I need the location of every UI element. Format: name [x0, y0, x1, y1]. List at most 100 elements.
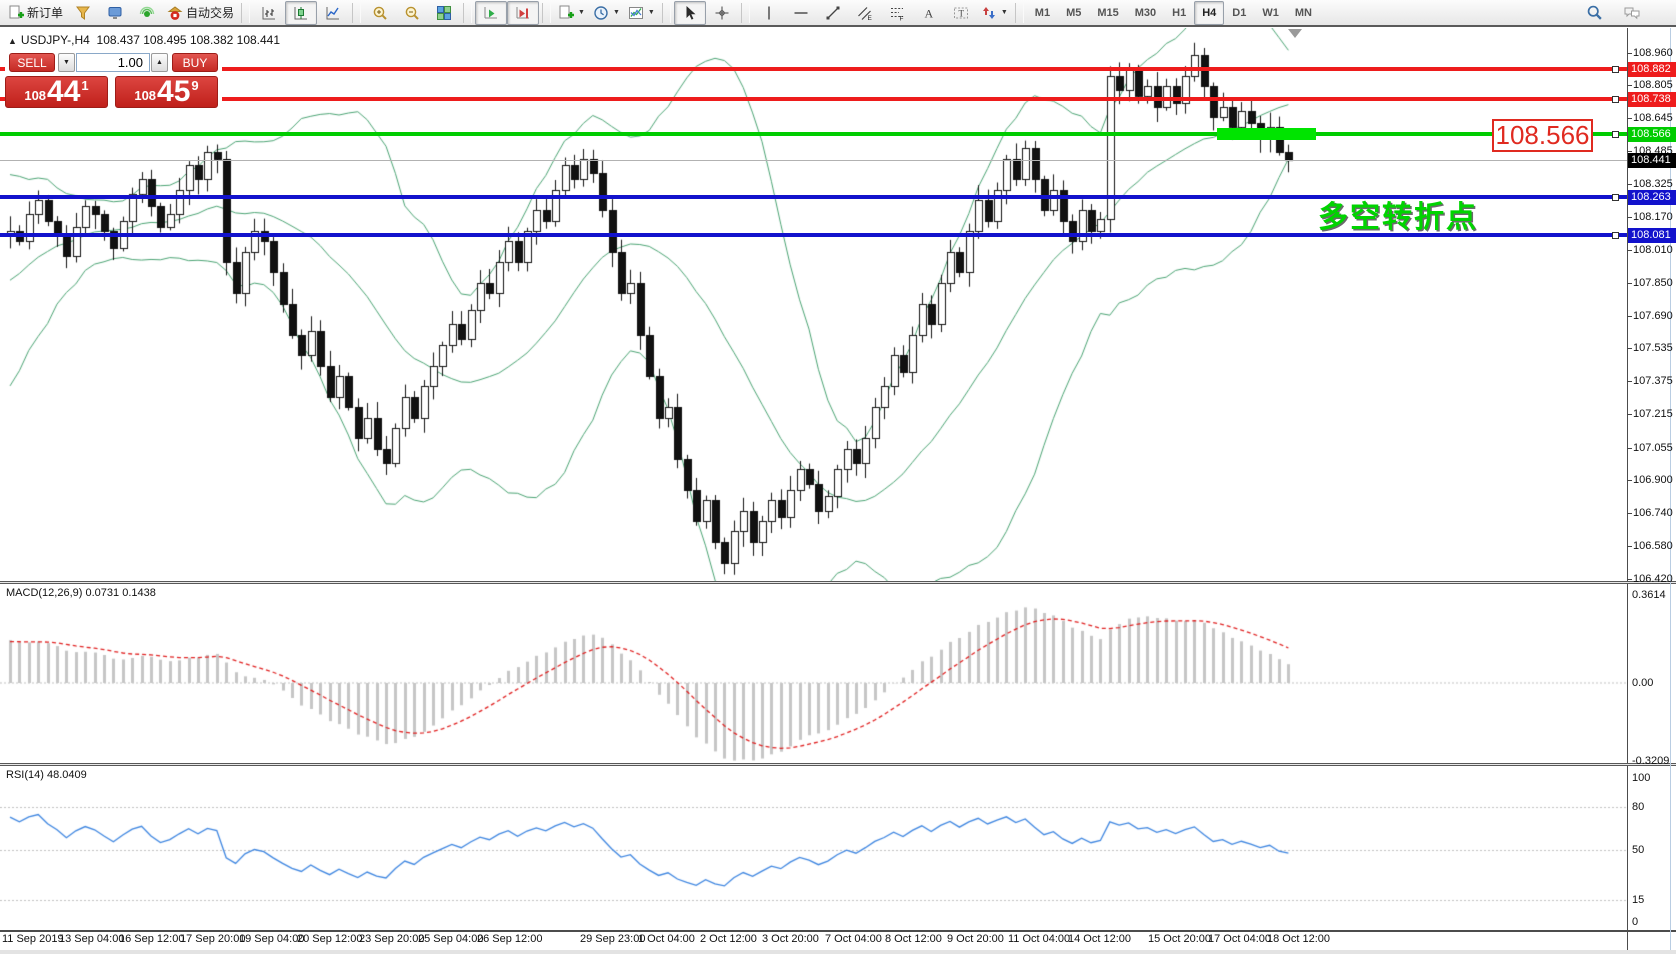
support-highlight-bar[interactable] — [1217, 128, 1316, 140]
chat-button[interactable] — [1616, 1, 1648, 25]
price-axis-tick — [1627, 52, 1632, 54]
main-chart-canvas[interactable] — [0, 28, 1627, 581]
auto-scroll-button[interactable] — [475, 0, 508, 25]
volume-decrease-button[interactable]: ▼ — [58, 53, 75, 72]
timeframe-button-m1[interactable]: M1 — [1034, 6, 1051, 19]
line-handle[interactable] — [1612, 231, 1619, 239]
buy-price-pip: 9 — [191, 78, 199, 93]
zoom-in-button[interactable] — [364, 1, 396, 25]
equidistant-channel-icon: E — [857, 6, 872, 21]
arrows-icon — [982, 6, 995, 19]
horizontal-line-108.882[interactable] — [0, 67, 1627, 72]
vertical-line-tool-button[interactable] — [753, 1, 785, 25]
timeframe-button-mn[interactable]: MN — [1294, 6, 1312, 19]
bar-chart-button[interactable] — [253, 1, 285, 25]
sell-price-button[interactable]: 108 44 1 — [5, 76, 108, 108]
candlestick-chart-button[interactable] — [285, 0, 318, 25]
volume-input[interactable] — [76, 53, 150, 72]
new-chart-icon — [559, 5, 575, 18]
line-handle[interactable] — [1612, 66, 1619, 74]
chart-shift-marker-icon[interactable] — [1288, 29, 1302, 38]
horizontal-line-icon — [794, 11, 808, 14]
crosshair-tool-button[interactable] — [706, 1, 738, 25]
sell-price-main: 44 — [47, 75, 81, 108]
line-handle[interactable] — [1612, 194, 1619, 202]
rsi-pane-splitter[interactable] — [0, 763, 1676, 766]
horizontal-line-tool-button[interactable] — [785, 1, 817, 25]
horizontal-line-108.263[interactable] — [0, 195, 1627, 200]
sell-button[interactable]: SELL — [9, 53, 55, 72]
time-axis-label: 15 Oct 20:00 — [1148, 933, 1211, 945]
rsi-pane-canvas[interactable] — [0, 766, 1627, 930]
timeframe-button-m15[interactable]: M15 — [1097, 6, 1119, 19]
new-chart-dropdown[interactable]: ▼ — [554, 1, 589, 25]
chart-shift-button[interactable] — [507, 0, 540, 25]
turning-point-text[interactable]: 多空转折点 — [1318, 201, 1478, 234]
cursor-tool-button[interactable] — [673, 0, 706, 25]
line-handle[interactable] — [1612, 131, 1619, 139]
macd-axis-label: -0.3209 — [1632, 755, 1670, 768]
terminal-button[interactable] — [99, 1, 131, 25]
fibonacci-tool-button[interactable]: F — [881, 1, 913, 25]
vertical-line-icon — [768, 6, 770, 19]
current-price-tag: 108.441 — [1628, 153, 1676, 169]
buy-button[interactable]: BUY — [172, 53, 218, 72]
timeframe-button-d1[interactable]: D1 — [1232, 6, 1247, 19]
funnel-icon — [76, 6, 91, 20]
time-axis-border — [0, 930, 1676, 932]
new-order-button[interactable]: 新订单 — [4, 1, 67, 25]
zoom-out-button[interactable] — [396, 1, 428, 25]
timeframe-button-h4[interactable]: H4 — [1194, 0, 1225, 25]
trendline-icon — [826, 6, 840, 19]
price-axis-tick-label: 108.645 — [1633, 112, 1673, 125]
buy-price-button[interactable]: 108 45 9 — [115, 76, 218, 108]
autotrading-button[interactable]: 自动交易 — [163, 1, 238, 25]
timeframe-button-m30[interactable]: M30 — [1134, 6, 1157, 19]
text-tool-button[interactable]: A — [913, 1, 945, 25]
text-label-tool-button[interactable]: T — [945, 1, 977, 25]
price-axis-tick — [1627, 84, 1632, 86]
price-axis-tick-label: 107.215 — [1633, 408, 1673, 421]
timeframe-button-m5[interactable]: M5 — [1066, 6, 1082, 19]
rsi-axis-label: 0 — [1632, 915, 1639, 928]
time-axis-label: 3 Oct 20:00 — [762, 933, 819, 945]
tile-windows-button[interactable] — [428, 1, 460, 25]
time-axis-label: 9 Oct 20:00 — [947, 933, 1004, 945]
time-axis-label: 29 Sep 23:00 — [580, 933, 646, 945]
price-axis-tick-label: 106.900 — [1633, 473, 1673, 486]
bid-price-line — [0, 160, 1627, 162]
price-axis-tick — [1627, 118, 1632, 120]
collapse-triangle-icon[interactable]: ▲ — [8, 36, 17, 46]
signal-icon — [139, 6, 155, 17]
channel-tool-button[interactable]: E — [849, 1, 881, 25]
toolbar-separator — [661, 2, 671, 23]
trendline-tool-button[interactable] — [817, 1, 849, 25]
svg-text:T: T — [958, 8, 964, 18]
autotrading-icon — [167, 5, 183, 20]
macd-pane-canvas[interactable] — [0, 584, 1627, 763]
horizontal-line-108.081[interactable] — [0, 232, 1627, 237]
price-callout-box[interactable]: 108.566 — [1492, 119, 1593, 152]
line-handle[interactable] — [1612, 95, 1619, 103]
search-button[interactable] — [1578, 1, 1610, 25]
volume-increase-button[interactable]: ▲ — [151, 53, 168, 72]
macd-label: MACD(12,26,9) 0.0731 0.1438 — [6, 587, 156, 599]
macd-axis-label: 0.00 — [1632, 676, 1654, 689]
macd-pane-splitter[interactable] — [0, 581, 1676, 584]
timeframe-button-h1[interactable]: H1 — [1172, 6, 1187, 19]
price-axis-tick-label: 106.420 — [1633, 573, 1673, 586]
time-axis-label: 19 Sep 04:00 — [239, 933, 305, 945]
market-button[interactable] — [67, 1, 99, 25]
chart-shift-icon — [516, 6, 530, 18]
timeframe-button-w1[interactable]: W1 — [1262, 6, 1279, 19]
template-dropdown[interactable]: ▼ — [624, 1, 659, 25]
horizontal-line-108.738[interactable] — [0, 96, 1627, 101]
signals-button[interactable] — [131, 1, 163, 25]
window-bottom-edge — [0, 950, 1676, 954]
horizontal-line-108.566[interactable] — [0, 132, 1627, 137]
period-dropdown[interactable]: ▼ — [589, 1, 624, 25]
line-chart-button[interactable] — [317, 1, 349, 25]
arrows-tool-dropdown[interactable]: ▼ — [977, 1, 1012, 25]
price-axis-tick — [1627, 249, 1632, 251]
